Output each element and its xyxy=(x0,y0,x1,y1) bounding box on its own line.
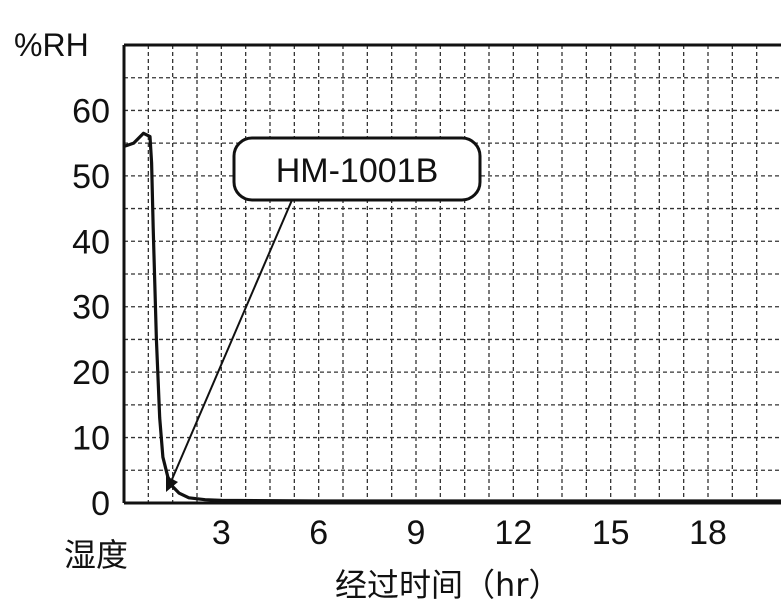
annotation-arrow-line xyxy=(169,199,293,485)
y-unit-label: %RH xyxy=(14,27,89,63)
annotation-box xyxy=(232,136,482,202)
x-tick-label: 18 xyxy=(689,514,727,552)
y-tick-label: 0 xyxy=(91,485,110,523)
annotation-callout: HM-1001B xyxy=(166,136,482,492)
series-line xyxy=(123,131,781,503)
grid-lines xyxy=(124,45,781,503)
x-tick-label: 15 xyxy=(592,514,630,552)
plot-frame xyxy=(122,43,781,505)
y-tick-label: 50 xyxy=(72,158,110,196)
y-tick-label: 10 xyxy=(72,420,110,458)
annotation-label: HM-1001B xyxy=(276,152,439,190)
annotation-arrowhead xyxy=(166,476,178,492)
y-axis-label: 湿度 xyxy=(64,536,128,574)
x-tick-label: 12 xyxy=(494,514,532,552)
x-tick-label: 3 xyxy=(212,514,231,552)
series-group xyxy=(123,131,781,503)
y-tick-label: 20 xyxy=(72,354,110,392)
x-tick-label: 9 xyxy=(407,514,426,552)
y-tick-labels: 0 10 20 30 40 50 60 xyxy=(72,92,110,523)
x-axis-label: 经过时间（hr） xyxy=(335,566,560,604)
x-tick-labels: 3 6 9 12 15 18 xyxy=(212,514,727,552)
y-tick-label: 30 xyxy=(72,289,110,327)
x-tick-label: 6 xyxy=(309,514,328,552)
y-tick-label: 60 xyxy=(72,92,110,130)
y-tick-label: 40 xyxy=(72,223,110,261)
